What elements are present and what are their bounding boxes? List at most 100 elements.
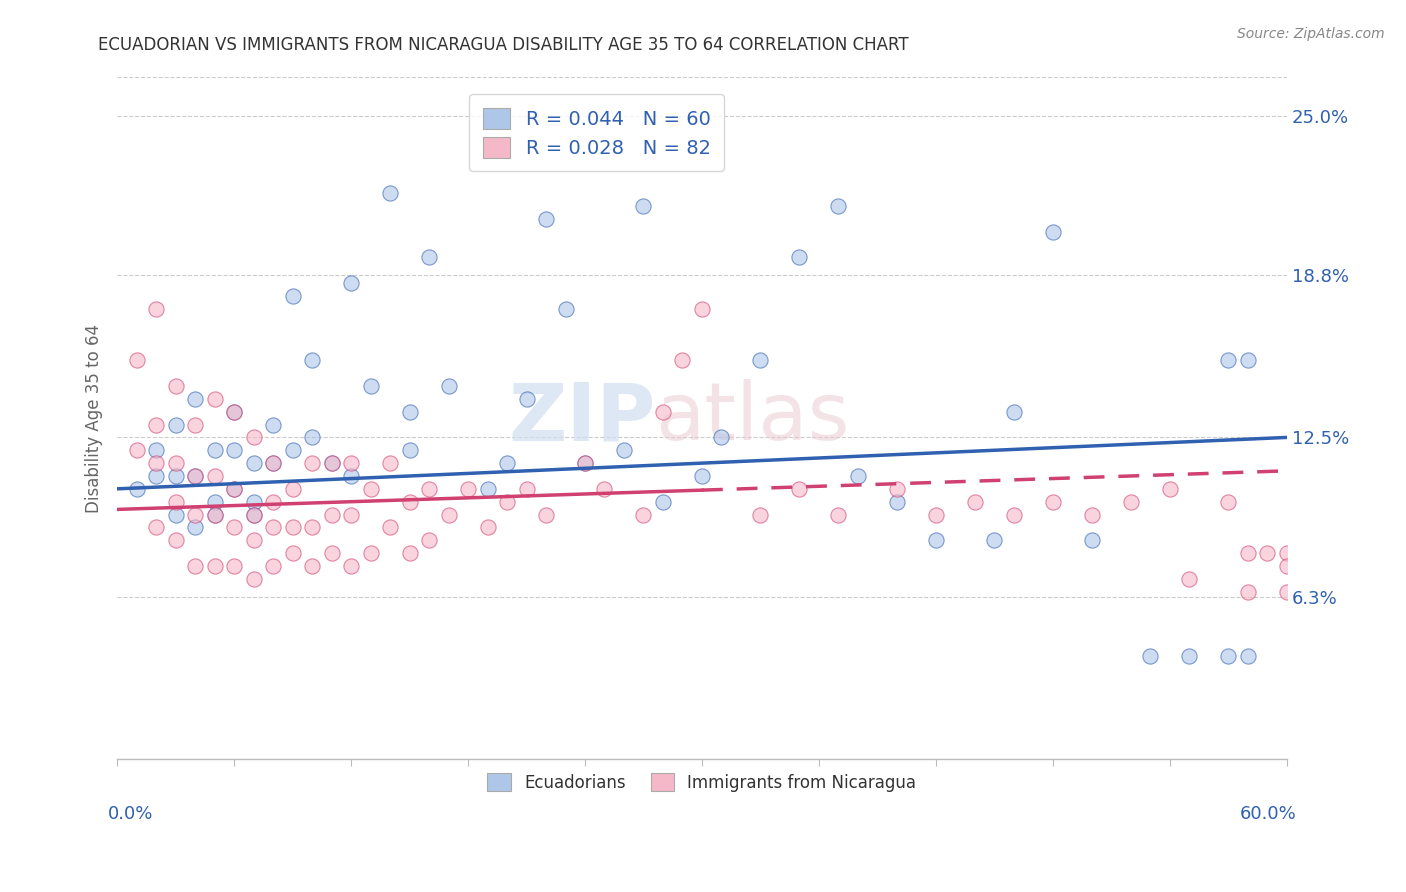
Point — [184, 469, 207, 483]
Point — [1256, 546, 1278, 560]
Point — [378, 456, 401, 470]
Point — [184, 392, 207, 406]
Point — [515, 392, 537, 406]
Point — [262, 456, 284, 470]
Point — [690, 301, 713, 316]
Point — [652, 405, 675, 419]
Point — [165, 533, 187, 548]
Point — [242, 494, 264, 508]
Point — [204, 508, 226, 522]
Point — [613, 443, 636, 458]
Point — [789, 251, 811, 265]
Point — [321, 456, 343, 470]
Point — [281, 482, 304, 496]
Text: ECUADORIAN VS IMMIGRANTS FROM NICARAGUA DISABILITY AGE 35 TO 64 CORRELATION CHAR: ECUADORIAN VS IMMIGRANTS FROM NICARAGUA … — [98, 36, 910, 54]
Point — [262, 417, 284, 432]
Point — [224, 443, 246, 458]
Legend: Ecuadorians, Immigrants from Nicaragua: Ecuadorians, Immigrants from Nicaragua — [481, 766, 924, 798]
Point — [242, 572, 264, 586]
Point — [554, 301, 576, 316]
Point — [1275, 559, 1298, 574]
Point — [515, 482, 537, 496]
Point — [789, 482, 811, 496]
Point — [321, 508, 343, 522]
Point — [1042, 225, 1064, 239]
Point — [496, 456, 519, 470]
Point — [690, 469, 713, 483]
Point — [242, 533, 264, 548]
Point — [360, 546, 382, 560]
Point — [398, 494, 420, 508]
Text: 0.0%: 0.0% — [107, 805, 153, 823]
Point — [145, 456, 167, 470]
Text: Source: ZipAtlas.com: Source: ZipAtlas.com — [1237, 27, 1385, 41]
Point — [165, 494, 187, 508]
Point — [437, 379, 460, 393]
Point — [204, 469, 226, 483]
Point — [652, 494, 675, 508]
Point — [184, 520, 207, 534]
Point — [457, 482, 479, 496]
Text: ZIP: ZIP — [508, 379, 655, 457]
Point — [827, 508, 849, 522]
Point — [1139, 648, 1161, 663]
Point — [418, 533, 440, 548]
Point — [184, 417, 207, 432]
Point — [671, 353, 693, 368]
Point — [1295, 572, 1317, 586]
Point — [1218, 648, 1240, 663]
Point — [242, 430, 264, 444]
Point — [262, 559, 284, 574]
Point — [1178, 648, 1201, 663]
Point — [398, 546, 420, 560]
Point — [224, 482, 246, 496]
Point — [281, 546, 304, 560]
Point — [301, 430, 323, 444]
Point — [340, 508, 363, 522]
Point — [1236, 584, 1258, 599]
Point — [477, 482, 499, 496]
Point — [398, 443, 420, 458]
Point — [184, 508, 207, 522]
Point — [360, 482, 382, 496]
Point — [477, 520, 499, 534]
Point — [301, 559, 323, 574]
Point — [321, 546, 343, 560]
Point — [204, 392, 226, 406]
Point — [125, 353, 148, 368]
Point — [281, 520, 304, 534]
Point — [1275, 546, 1298, 560]
Point — [125, 443, 148, 458]
Point — [1081, 508, 1104, 522]
Point — [1275, 584, 1298, 599]
Point — [1042, 494, 1064, 508]
Point — [165, 508, 187, 522]
Point — [165, 456, 187, 470]
Point — [262, 520, 284, 534]
Point — [1159, 482, 1181, 496]
Point — [1178, 572, 1201, 586]
Point — [925, 533, 948, 548]
Point — [886, 482, 908, 496]
Point — [242, 508, 264, 522]
Point — [224, 520, 246, 534]
Point — [963, 494, 986, 508]
Point — [184, 469, 207, 483]
Point — [204, 559, 226, 574]
Point — [145, 469, 167, 483]
Point — [496, 494, 519, 508]
Point — [281, 289, 304, 303]
Point — [418, 251, 440, 265]
Point — [281, 443, 304, 458]
Point — [846, 469, 869, 483]
Text: atlas: atlas — [655, 379, 849, 457]
Point — [301, 520, 323, 534]
Point — [145, 301, 167, 316]
Point — [204, 443, 226, 458]
Point — [224, 405, 246, 419]
Point — [983, 533, 1005, 548]
Point — [165, 469, 187, 483]
Point — [224, 559, 246, 574]
Point — [1119, 494, 1142, 508]
Point — [378, 520, 401, 534]
